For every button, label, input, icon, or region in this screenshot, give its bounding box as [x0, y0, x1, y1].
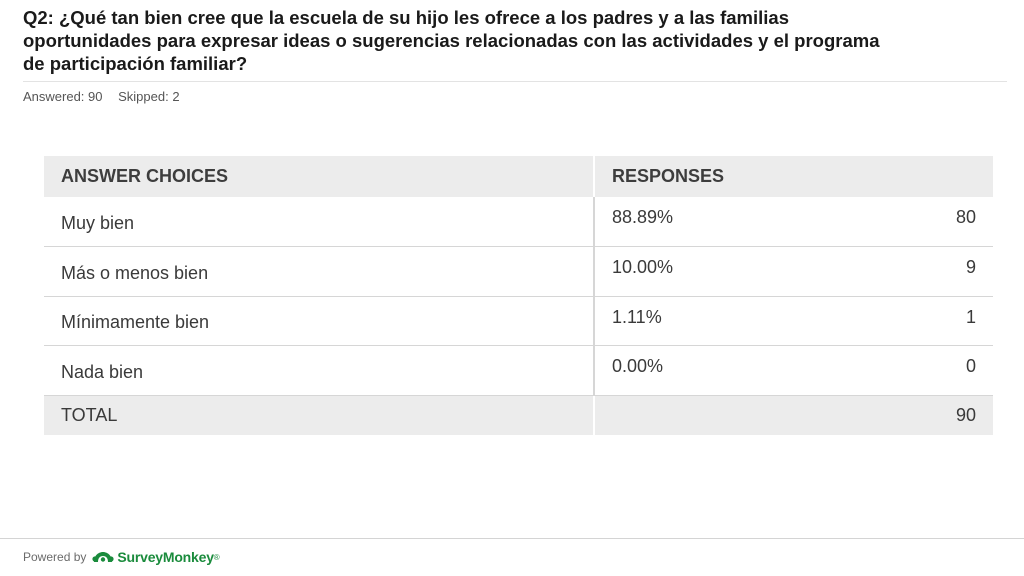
answer-choice: Nada bien [44, 345, 594, 396]
surveymonkey-logo-icon [92, 552, 114, 562]
footer: Powered by SurveyMonkey ® [23, 549, 220, 565]
response-cell: 1.11% 1 [593, 296, 993, 346]
response-percent: 10.00% [612, 257, 674, 277]
response-count: 9 [965, 257, 976, 277]
table-row: Mínimamente bien 1.11% 1 [44, 296, 993, 346]
surveymonkey-logo[interactable]: SurveyMonkey ® [92, 549, 220, 565]
response-cell: 10.00% 9 [593, 246, 993, 297]
response-stats: Answered: 90 Skipped: 2 [23, 89, 192, 104]
table-header-row: ANSWER CHOICES RESPONSES [44, 156, 993, 197]
response-percent: 1.11% [612, 306, 662, 327]
total-count: 90 [955, 404, 976, 425]
response-cell: 0.00% 0 [593, 345, 993, 396]
results-table: ANSWER CHOICES RESPONSES Muy bien 88.89%… [44, 156, 993, 435]
powered-by-label: Powered by [23, 550, 87, 564]
response-count: 80 [955, 207, 976, 227]
total-cell: 90 [593, 395, 993, 435]
answer-choice: Muy bien [44, 197, 594, 247]
total-row: TOTAL 90 [44, 395, 993, 435]
response-percent: 0.00% [612, 356, 664, 376]
response-percent: 88.89% [612, 207, 674, 227]
footer-divider [0, 538, 1024, 539]
total-label: TOTAL [44, 395, 594, 435]
title-divider [23, 81, 1007, 82]
skipped-count: Skipped: 2 [118, 89, 180, 104]
answer-choice: Más o menos bien [44, 246, 594, 297]
header-responses: RESPONSES [593, 156, 993, 197]
registered-mark: ® [213, 552, 220, 562]
table-row: Más o menos bien 10.00% 9 [44, 246, 993, 297]
response-cell: 88.89% 80 [593, 197, 993, 247]
surveymonkey-brand: SurveyMonkey [117, 549, 214, 565]
answer-choice: Mínimamente bien [44, 296, 594, 346]
question-title: Q2: ¿Qué tan bien cree que la escuela de… [23, 7, 880, 74]
response-count: 0 [965, 356, 976, 376]
table-row: Nada bien 0.00% 0 [44, 345, 993, 396]
table-row: Muy bien 88.89% 80 [44, 197, 993, 247]
answered-count: Answered: 90 [23, 89, 103, 104]
response-count: 1 [965, 306, 976, 327]
header-answer-choices: ANSWER CHOICES [44, 156, 594, 197]
